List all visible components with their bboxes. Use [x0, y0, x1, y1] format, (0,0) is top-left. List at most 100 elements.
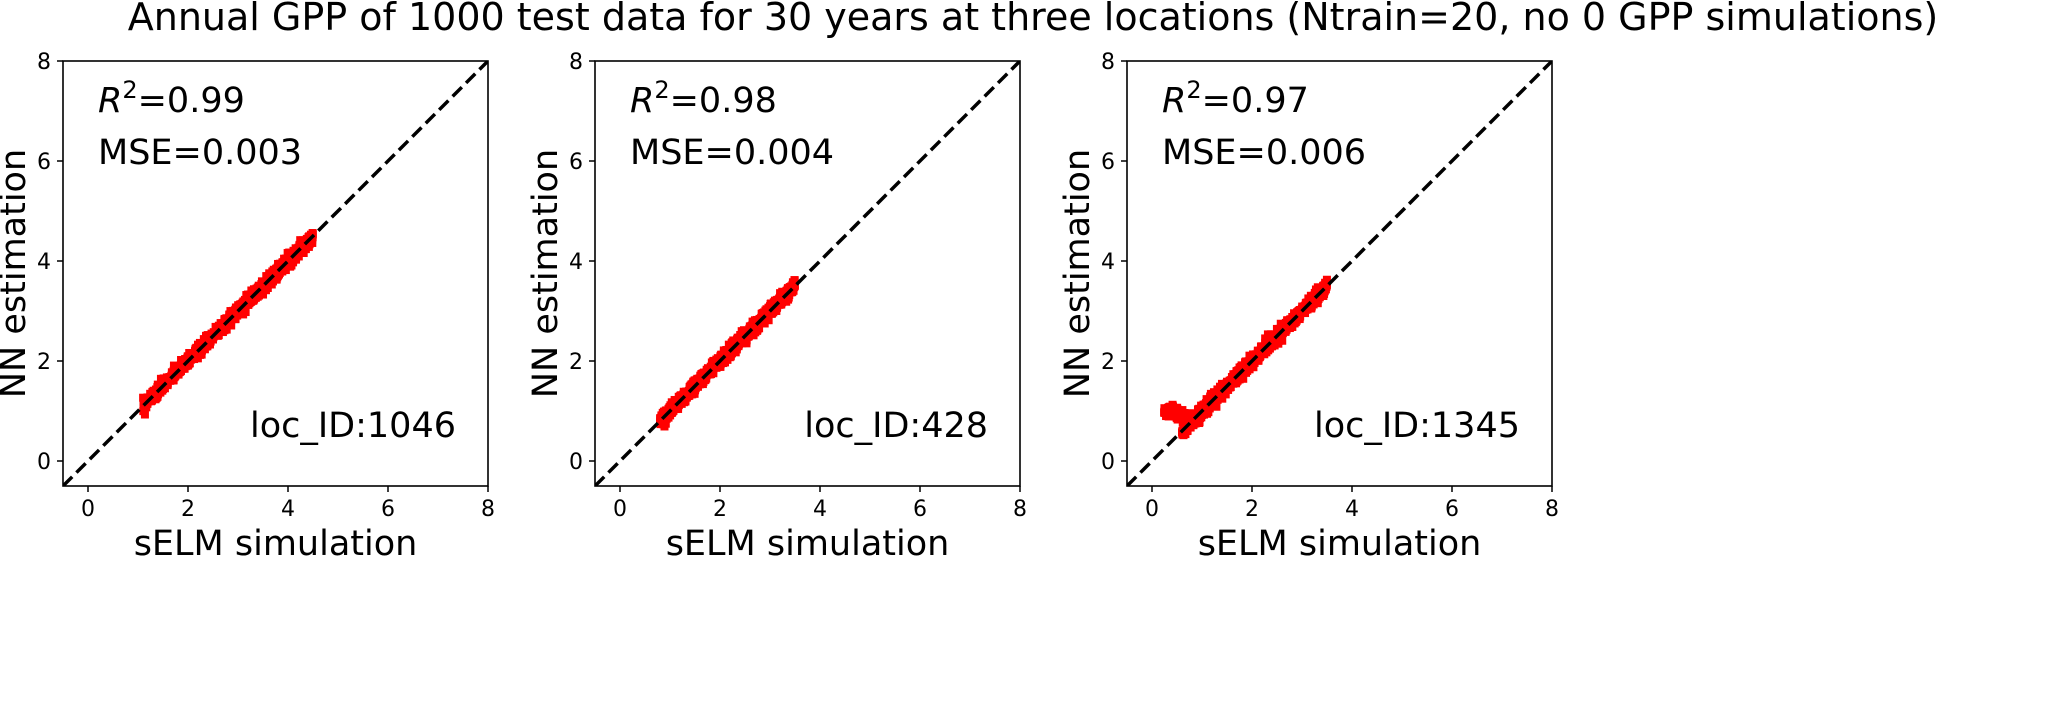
x-tick-label: 0 [1145, 497, 1159, 522]
scatter-point [305, 240, 314, 249]
x-tick-label: 6 [1445, 497, 1459, 522]
x-tick-label: 4 [281, 497, 295, 522]
r2-annotation: R2=0.98 [630, 76, 777, 121]
y-axis-label: NN estimation [0, 149, 34, 398]
x-tick-label: 6 [913, 497, 927, 522]
x-axis-label: sELM simulation [1198, 524, 1482, 564]
x-tick-label: 8 [481, 497, 495, 522]
identity-line [1127, 61, 1552, 486]
scatter-point [202, 334, 211, 343]
y-tick-label: 0 [569, 450, 583, 475]
scatter-point [1293, 308, 1302, 317]
scatter-point [203, 340, 212, 349]
axes-frame [62, 60, 489, 487]
scatter-point [1238, 364, 1247, 373]
scatter-point [260, 284, 269, 293]
scatter-point [659, 416, 668, 425]
scatter-point [182, 355, 191, 364]
scatter-point [767, 309, 776, 318]
r2-value: =0.97 [1202, 81, 1309, 121]
scatter-point [1285, 324, 1294, 333]
y-axis-label: NN estimation [1058, 149, 1098, 398]
x-tick-label: 0 [613, 497, 627, 522]
y-tick-label: 4 [37, 250, 51, 275]
scatter-point [304, 233, 313, 242]
scatter-point [1280, 322, 1289, 331]
y-tick-label: 6 [569, 150, 583, 175]
scatter-point [276, 259, 285, 268]
scatter-point [757, 312, 766, 321]
x-tick-label: 2 [1245, 497, 1259, 522]
y-tick-label: 2 [569, 350, 583, 375]
y-tick-label: 0 [1101, 450, 1115, 475]
scatter-point [657, 411, 666, 420]
y-tick-label: 6 [1101, 150, 1115, 175]
scatter-point [286, 255, 295, 264]
scatter-point [1275, 336, 1284, 345]
x-tick-label: 4 [1345, 497, 1359, 522]
r2-exponent: 2 [122, 76, 137, 104]
y-tick-label: 2 [37, 350, 51, 375]
scatter-point [1194, 406, 1203, 415]
scatter-point [709, 356, 718, 365]
r2-annotation: R2=0.97 [1162, 76, 1309, 121]
scatter-point [274, 270, 283, 279]
scatter-point [758, 317, 767, 326]
x-tick-label: 8 [1013, 497, 1027, 522]
y-axis-label: NN estimation [526, 149, 566, 398]
scatter-point [762, 310, 771, 319]
scatter-point [248, 296, 257, 305]
scatter-point [710, 362, 719, 371]
r2-symbol: R [1162, 81, 1186, 121]
y-tick-label: 0 [37, 450, 51, 475]
r2-exponent: 2 [1186, 76, 1201, 104]
scatter-point [179, 364, 188, 373]
scatter-point [286, 262, 295, 271]
scatter-point [232, 309, 241, 318]
scatter-point [695, 374, 704, 383]
location-id-label: loc_ID:428 [804, 406, 988, 446]
scatter-point [1216, 387, 1225, 396]
mse-annotation: MSE=0.006 [1162, 133, 1366, 173]
scatter-point [1310, 291, 1319, 300]
scatter-point [784, 293, 793, 302]
scatter-points [656, 276, 799, 431]
identity-line [595, 61, 1020, 486]
x-axis-label: sELM simulation [666, 524, 950, 564]
scatter-point [1195, 419, 1204, 428]
scatter-point [1216, 392, 1225, 401]
scatter-point [1270, 341, 1279, 350]
r2-value: =0.98 [670, 81, 777, 121]
y-tick-label: 4 [1101, 250, 1115, 275]
scatter-point [789, 279, 798, 288]
axes-frame [1126, 60, 1553, 487]
scatter-point [219, 321, 228, 330]
scatter-point [190, 353, 199, 362]
scatter-point [255, 282, 264, 291]
scatter-point [196, 350, 205, 359]
scatter-point [1315, 293, 1324, 302]
scatter-point [1322, 279, 1331, 288]
scatter-point [238, 298, 247, 307]
x-tick-label: 2 [181, 497, 195, 522]
scatter-point [664, 411, 673, 420]
scatter-point [738, 339, 747, 348]
y-tick-label: 8 [37, 50, 51, 75]
scatter-point [689, 378, 698, 387]
scatter-point [280, 254, 289, 263]
scatter-point [777, 292, 786, 301]
scatter-point [690, 385, 699, 394]
figure-title: Annual GPP of 1000 test data for 30 year… [128, 0, 1938, 39]
x-axis-label: sELM simulation [134, 524, 418, 564]
x-tick-label: 6 [381, 497, 395, 522]
r2-annotation: R2=0.99 [98, 76, 245, 121]
scatter-point [1181, 430, 1190, 439]
axes-frame [594, 60, 1021, 487]
scatter-point [729, 336, 738, 345]
y-tick-label: 4 [569, 250, 583, 275]
location-id-label: loc_ID:1046 [250, 406, 456, 446]
scatter-point [297, 240, 306, 249]
